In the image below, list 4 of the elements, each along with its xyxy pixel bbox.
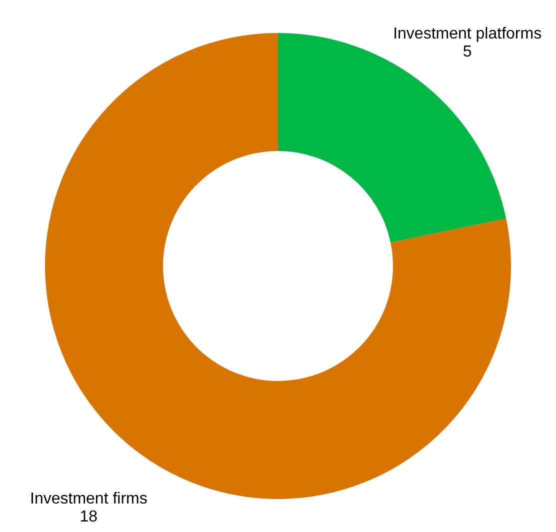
slice-label: Investment platforms bbox=[393, 25, 542, 42]
data-label: 5 bbox=[462, 43, 472, 60]
slice-label: Investment firms bbox=[30, 490, 148, 508]
data-label: 18 bbox=[80, 508, 98, 526]
